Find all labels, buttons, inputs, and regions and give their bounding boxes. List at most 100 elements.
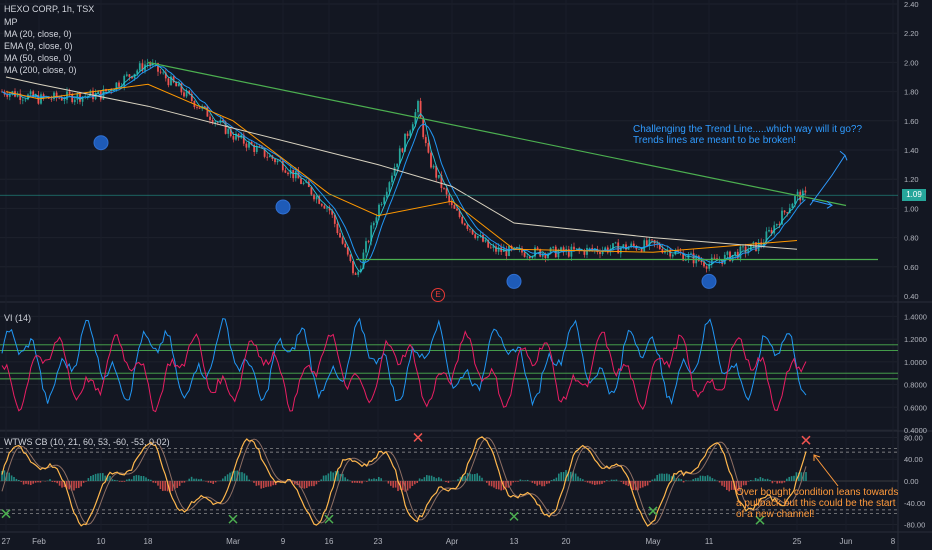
wtws-histogram-bar xyxy=(421,479,423,481)
candle-body xyxy=(255,146,258,152)
time-axis-tick-label: 8 xyxy=(891,537,896,546)
candle-body xyxy=(487,239,490,248)
wtws-histogram-bar xyxy=(140,475,142,481)
candle-body xyxy=(315,196,318,200)
wtws-histogram-bar xyxy=(788,476,790,481)
candle-body xyxy=(209,116,211,121)
wtws-histogram-bar xyxy=(579,478,582,481)
candle-body xyxy=(310,187,313,195)
candle-body xyxy=(440,175,443,188)
price-axis-tick-label: 2.40 xyxy=(904,0,919,9)
candle-body xyxy=(570,246,573,257)
price-axis-tick-label: 2.20 xyxy=(904,29,919,38)
candle-body xyxy=(367,241,370,242)
wtws-histogram-bar xyxy=(10,475,13,481)
wtws-histogram-bar xyxy=(642,481,644,488)
candle-body xyxy=(773,225,776,234)
candle-body xyxy=(406,133,409,136)
wtws-histogram-bar xyxy=(310,481,313,487)
wtws-histogram-bar xyxy=(366,481,368,482)
wtws-histogram-bar xyxy=(92,474,94,481)
wtws-histogram-bar xyxy=(471,474,474,481)
candle-body xyxy=(622,244,625,248)
wtws-histogram-bar xyxy=(457,479,459,481)
candle-body xyxy=(302,182,305,184)
arrowhead xyxy=(839,150,848,161)
candle-body xyxy=(703,262,705,267)
wtws-histogram-bar xyxy=(603,481,606,483)
wtws-histogram-bar xyxy=(800,472,802,481)
wtws-histogram-bar xyxy=(66,481,68,489)
wtws-histogram-bar xyxy=(570,471,572,481)
candle-body xyxy=(55,92,58,98)
candle-body xyxy=(198,107,201,109)
candle-body xyxy=(365,241,367,253)
wtws-histogram-bar xyxy=(37,481,39,483)
wtws-histogram-bar xyxy=(378,476,380,481)
wtws-axis-tick-label: 40.00 xyxy=(904,455,923,464)
wtws-histogram-bar xyxy=(114,479,116,481)
candle-body xyxy=(346,247,349,255)
wtws-histogram-bar xyxy=(531,481,534,483)
wtws-histogram-bar xyxy=(174,481,176,489)
wtws-histogram-bar xyxy=(224,476,226,481)
candle-body xyxy=(276,160,279,163)
candle-body xyxy=(534,247,536,257)
candle-body xyxy=(29,91,32,95)
candle-body xyxy=(466,225,469,229)
candle-body xyxy=(456,208,458,211)
wtws-histogram-bar xyxy=(692,479,694,481)
wtws-histogram-bar xyxy=(673,475,675,481)
candle-body xyxy=(804,190,807,193)
wtws-histogram-bar xyxy=(596,481,598,485)
candle-body xyxy=(344,243,347,248)
candle-body xyxy=(250,141,253,145)
time-axis-tick-label: Mar xyxy=(226,537,240,546)
earnings-badge[interactable]: E xyxy=(431,288,445,302)
candle-body xyxy=(599,251,601,255)
candle-body xyxy=(404,133,406,152)
wtws-histogram-bar xyxy=(615,479,618,481)
candle-body xyxy=(770,229,773,234)
wtws-histogram-bar xyxy=(428,475,430,481)
candle-body xyxy=(573,246,575,250)
wtws-histogram-bar xyxy=(138,475,140,481)
time-axis-tick-label: 10 xyxy=(97,537,106,546)
sell-cross-marker xyxy=(801,435,811,445)
wtws-histogram-bar xyxy=(423,477,426,481)
candle-body xyxy=(383,197,386,204)
candle-body xyxy=(141,63,144,71)
candle-body xyxy=(167,78,170,86)
wtws-histogram-bar xyxy=(694,478,697,481)
wtws-histogram-bar xyxy=(406,481,409,491)
wtws-histogram-bar xyxy=(534,481,536,484)
wtws-histogram-bar xyxy=(786,478,788,481)
wt2-line xyxy=(1,437,807,525)
wtws-histogram-bar xyxy=(255,481,258,486)
candle-body xyxy=(86,95,89,97)
candle-body xyxy=(242,134,245,144)
candle-body xyxy=(435,165,438,178)
time-axis-tick-label: 13 xyxy=(510,537,519,546)
wtws-histogram-bar xyxy=(459,476,462,481)
wtws-histogram-bar xyxy=(500,481,502,491)
candle-body xyxy=(430,152,432,168)
wtws-histogram-bar xyxy=(94,473,97,481)
wtws-histogram-bar xyxy=(73,481,75,491)
wtws-histogram-bar xyxy=(303,481,306,489)
wtws-histogram-bar xyxy=(654,478,656,481)
candle-body xyxy=(710,257,713,265)
candle-body xyxy=(206,106,209,117)
wtws-histogram-bar xyxy=(301,481,303,489)
candle-body xyxy=(21,99,24,101)
vi-pane-label: VI (14) xyxy=(4,313,32,323)
candle-body xyxy=(58,97,61,99)
time-axis-tick-label: Feb xyxy=(32,537,46,546)
wtws-histogram-bar xyxy=(493,481,495,488)
candle-body xyxy=(362,252,365,269)
indicator-ma50-label: MA (50, close, 0) xyxy=(4,53,72,63)
candle-body xyxy=(357,271,360,275)
annotation-line: Trends lines are meant to be broken! xyxy=(633,135,797,146)
candle-body xyxy=(388,182,391,192)
